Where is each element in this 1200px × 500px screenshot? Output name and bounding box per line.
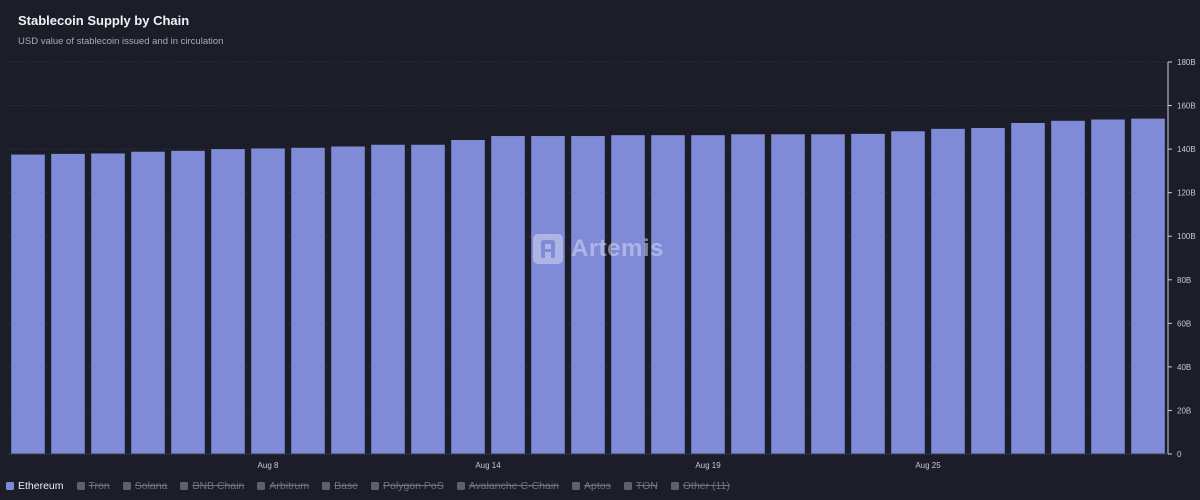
legend-label: Aptos: [584, 480, 611, 492]
legend-swatch-icon: [456, 482, 465, 490]
legend-item[interactable]: Solana: [122, 480, 168, 492]
legend-swatch-icon: [371, 482, 380, 490]
bar: [371, 144, 405, 454]
y-tick-label: 80B: [1177, 276, 1191, 285]
legend-label: Arbitrum: [269, 480, 310, 492]
bar: [1051, 120, 1085, 455]
legend-swatch-icon: [670, 482, 679, 490]
legend-item[interactable]: Avalanche C-Chain: [456, 480, 560, 492]
bar: [291, 147, 325, 454]
legend-item[interactable]: TON: [623, 480, 658, 492]
bar: [251, 148, 285, 455]
legend-label: Tron: [88, 480, 110, 492]
legend-swatch-icon: [322, 482, 331, 490]
legend-swatch-icon: [623, 482, 632, 490]
legend-item[interactable]: Tron: [76, 480, 110, 492]
x-tick-label: Aug 25: [915, 461, 941, 470]
bar: [11, 154, 45, 455]
bar: [851, 133, 885, 454]
y-tick-label: 0: [1177, 450, 1182, 459]
legend-label: BNB Chain: [192, 480, 245, 492]
y-tick-label: 100B: [1177, 232, 1196, 241]
y-tick-label: 140B: [1177, 145, 1196, 154]
legend-label: Solana: [134, 480, 168, 492]
legend-swatch-icon: [257, 482, 266, 490]
legend-item[interactable]: Aptos: [572, 480, 611, 492]
bar: [331, 146, 365, 454]
bar: [131, 151, 165, 455]
bar: [811, 134, 845, 454]
bar: [171, 150, 205, 454]
chart-title: Stablecoin Supply by Chain: [18, 13, 190, 28]
y-tick-label: 180B: [1177, 58, 1196, 67]
legend-swatch-icon: [572, 482, 581, 490]
artemis-watermark: Artemis: [533, 234, 664, 264]
legend-swatch-icon: [76, 482, 85, 490]
bar: [931, 128, 965, 454]
bar: [691, 135, 725, 454]
y-tick-label: 40B: [1177, 363, 1191, 372]
legend-item[interactable]: Arbitrum: [257, 480, 309, 492]
bar: [611, 135, 645, 454]
bar: [531, 136, 565, 455]
legend-swatch-icon: [180, 482, 189, 490]
bar: [771, 134, 805, 454]
legend-label: Other (11): [682, 480, 730, 492]
bar: [91, 153, 125, 454]
x-tick-label: Aug 8: [258, 461, 279, 470]
y-tick-label: 60B: [1177, 319, 1191, 328]
bar: [1011, 122, 1045, 454]
legend-label: Avalanche C-Chain: [468, 480, 560, 492]
legend-item[interactable]: Other (11): [670, 480, 730, 492]
bar: [971, 127, 1005, 454]
bar: [571, 136, 605, 455]
legend-item[interactable]: Base: [322, 480, 358, 492]
bar: [491, 136, 525, 455]
y-tick-label: 20B: [1177, 406, 1191, 415]
artemis-logo-icon: [533, 234, 563, 264]
x-tick-label: Aug 14: [475, 461, 501, 470]
x-tick-label: Aug 19: [695, 461, 721, 470]
bar: [891, 131, 925, 454]
legend-label: TON: [635, 480, 658, 492]
legend-item[interactable]: BNB Chain: [180, 480, 244, 492]
watermark-text: Artemis: [571, 235, 664, 262]
legend-item[interactable]: Ethereum: [6, 480, 64, 492]
bar: [411, 144, 445, 454]
y-tick-label: 120B: [1177, 189, 1196, 198]
legend-item[interactable]: Polygon PoS: [371, 480, 444, 492]
chart-legend: Ethereum Tron Solana BNB Chain Arbitrum Base P…: [6, 480, 730, 492]
legend-label: Base: [334, 480, 359, 492]
bar: [211, 149, 245, 454]
legend-label: Ethereum: [18, 480, 64, 492]
bar: [1091, 119, 1125, 454]
bar: [451, 139, 485, 454]
bar: [1131, 118, 1165, 454]
bar: [731, 134, 765, 454]
legend-label: Polygon PoS: [383, 480, 444, 492]
legend-swatch-icon: [122, 482, 131, 490]
y-tick-label: 160B: [1177, 102, 1196, 111]
bar: [51, 153, 85, 454]
chart-subtitle: USD value of stablecoin issued and in ci…: [18, 36, 224, 47]
bar: [651, 135, 685, 454]
legend-swatch-icon: [6, 482, 14, 490]
